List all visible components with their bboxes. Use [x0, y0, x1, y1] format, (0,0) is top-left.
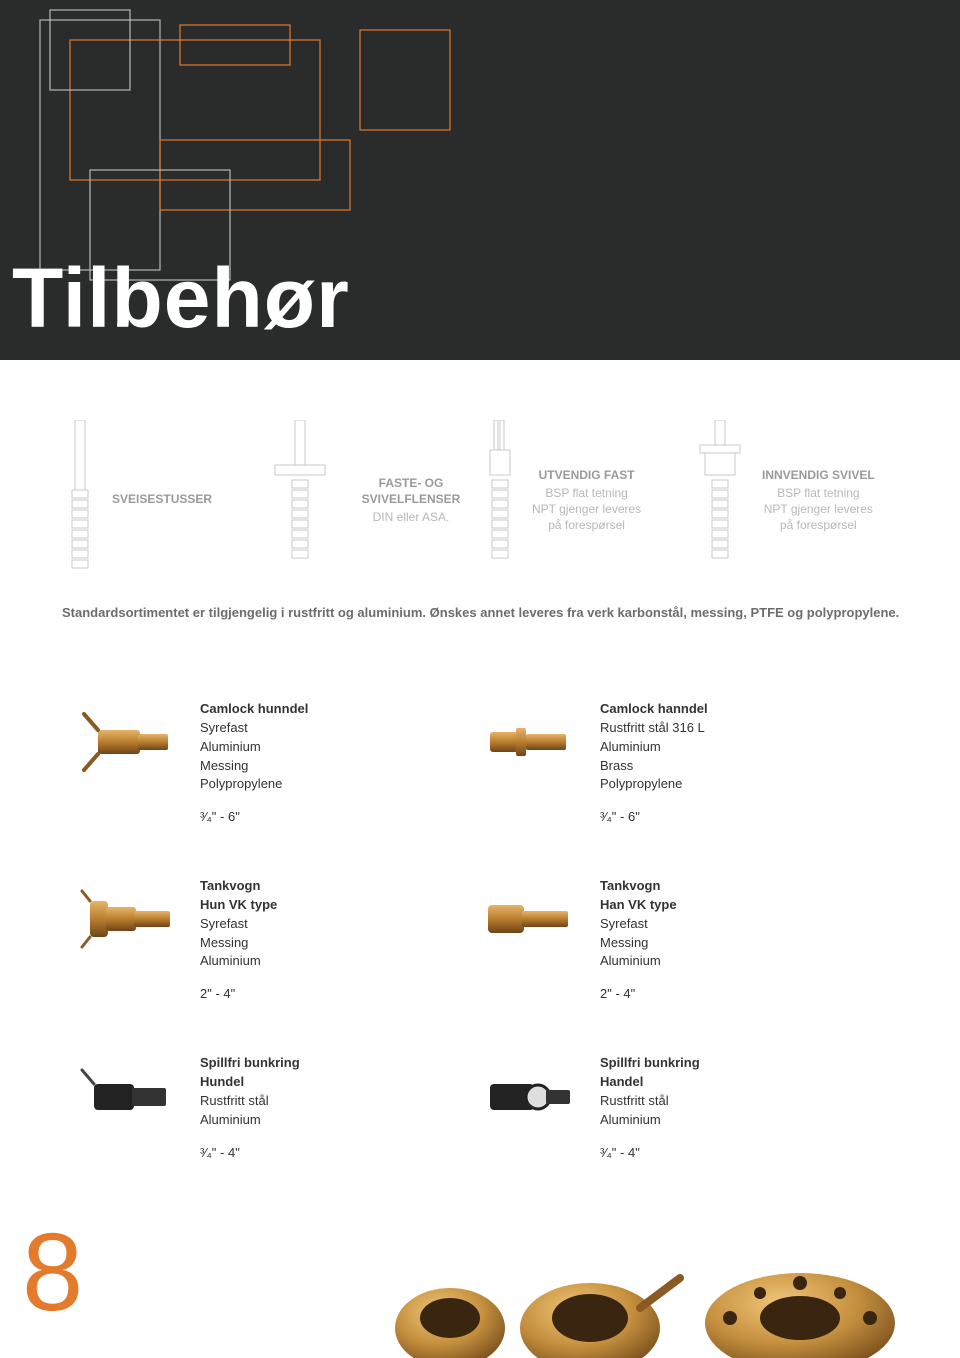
connector-flenser: FASTE- OG SVIVELFLENSER DIN eller ASA. [270, 420, 480, 580]
product-spec: Rustfritt stål [600, 1092, 700, 1111]
product-title: Tankvogn [200, 877, 277, 896]
product-spec: Messing [200, 934, 277, 953]
connector-schematic-icon [60, 420, 100, 580]
connector-schematics-row: SVEISESTUSSER FASTE- OG SVIVELFLENSER DI… [60, 420, 900, 580]
product-spec: Aluminium [200, 1111, 300, 1130]
product-thumb [80, 700, 180, 780]
product-spec: Rustfritt stål 316 L [600, 719, 708, 738]
product-size: ³⁄₄" - 6" [200, 808, 308, 827]
connector-utvendig-fast: UTVENDIG FAST BSP flat tetning NPT gjeng… [480, 420, 690, 580]
product-title: Camlock hanndel [600, 700, 708, 719]
product-grid: Camlock hunndel Syrefast Aluminium Messi… [80, 700, 880, 1212]
connector-label-body: DIN eller ASA. [373, 510, 450, 524]
connector-schematic-icon [690, 420, 750, 580]
page-title: Tilbehør [12, 250, 350, 347]
connector-label-head: INNVENDIG SVIVEL [762, 467, 875, 483]
footer-brass-illustration [380, 1208, 960, 1358]
sortiment-note: Standardsortimentet er tilgjengelig i ru… [62, 605, 902, 620]
product-size: 2" - 4" [200, 985, 277, 1004]
product-row: Spillfri bunkring Hundel Rustfritt stål … [80, 1054, 880, 1162]
product-thumb [480, 1054, 580, 1134]
product-spec: Messing [200, 757, 308, 776]
page-number: 8 [22, 1209, 83, 1336]
product-spec: Aluminium [600, 738, 708, 757]
product-camlock-hunndel: Camlock hunndel Syrefast Aluminium Messi… [80, 700, 480, 827]
product-spec: Syrefast [200, 915, 277, 934]
product-spec: Syrefast [200, 719, 308, 738]
product-title: Tankvogn [600, 877, 677, 896]
product-tankvogn-hun: Tankvogn Hun VK type Syrefast Messing Al… [80, 877, 480, 1004]
product-tankvogn-han: Tankvogn Han VK type Syrefast Messing Al… [480, 877, 880, 1004]
product-subtitle: Hundel [200, 1073, 300, 1092]
product-row: Tankvogn Hun VK type Syrefast Messing Al… [80, 877, 880, 1004]
connector-sveisestusser: SVEISESTUSSER [60, 420, 270, 580]
product-thumb [80, 877, 180, 957]
product-spec: Aluminium [600, 1111, 700, 1130]
connector-schematic-icon [480, 420, 520, 580]
connector-schematic-icon [270, 420, 330, 580]
product-title: Spillfri bunkring [200, 1054, 300, 1073]
product-spillfri-handel: Spillfri bunkring Handel Rustfritt stål … [480, 1054, 880, 1162]
connector-innvendig-svivel: INNVENDIG SVIVEL BSP flat tetning NPT gj… [690, 420, 900, 580]
product-spec: Brass [600, 757, 708, 776]
connector-label-body: BSP flat tetning NPT gjenger leveres på … [764, 486, 873, 532]
product-size: 2" - 4" [600, 985, 677, 1004]
product-thumb [80, 1054, 180, 1134]
product-spec: Polypropylene [200, 775, 308, 794]
product-spillfri-hundel: Spillfri bunkring Hundel Rustfritt stål … [80, 1054, 480, 1162]
connector-label-head: SVEISESTUSSER [112, 491, 212, 507]
product-spec: Polypropylene [600, 775, 708, 794]
product-thumb [480, 877, 580, 957]
connector-label-body: BSP flat tetning NPT gjenger leveres på … [532, 486, 641, 532]
product-subtitle: Han VK type [600, 896, 677, 915]
product-spec: Aluminium [200, 738, 308, 757]
product-camlock-hanndel: Camlock hanndel Rustfritt stål 316 L Alu… [480, 700, 880, 827]
product-size: ³⁄₄" - 4" [600, 1144, 700, 1163]
product-spec: Aluminium [200, 952, 277, 971]
product-spec: Aluminium [600, 952, 677, 971]
connector-label-head: UTVENDIG FAST [532, 467, 641, 483]
product-subtitle: Hun VK type [200, 896, 277, 915]
product-subtitle: Handel [600, 1073, 700, 1092]
connector-label-head: FASTE- OG SVIVELFLENSER [342, 475, 480, 507]
product-title: Camlock hunndel [200, 700, 308, 719]
product-thumb [480, 700, 580, 780]
product-spec: Rustfritt stål [200, 1092, 300, 1111]
product-size: ³⁄₄" - 6" [600, 808, 708, 827]
product-size: ³⁄₄" - 4" [200, 1144, 300, 1163]
product-spec: Syrefast [600, 915, 677, 934]
product-title: Spillfri bunkring [600, 1054, 700, 1073]
product-row: Camlock hunndel Syrefast Aluminium Messi… [80, 700, 880, 827]
product-spec: Messing [600, 934, 677, 953]
